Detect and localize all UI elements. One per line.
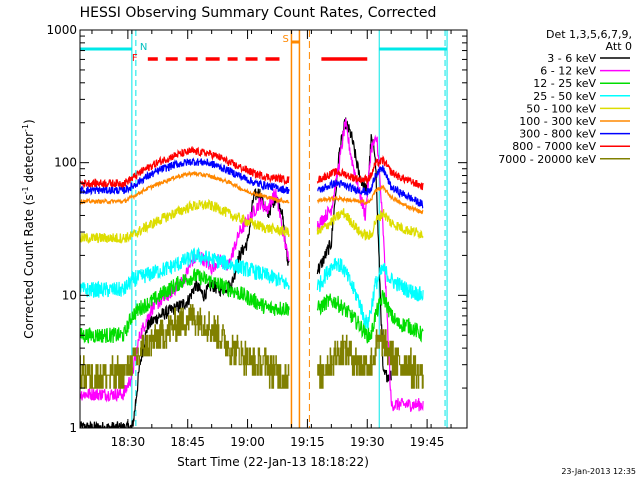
series-line	[317, 329, 424, 389]
x-tick-label: 18:30	[111, 435, 146, 449]
x-tick-label: 19:30	[350, 435, 385, 449]
y-tick-label: 100	[54, 156, 77, 170]
series-line	[80, 304, 290, 389]
series-line	[316, 184, 424, 215]
plot-frame	[79, 29, 468, 429]
x-tick-label: 18:45	[170, 435, 205, 449]
y-axis-label-exp1: -1	[21, 186, 30, 194]
series-line	[316, 289, 424, 344]
series-line	[80, 267, 290, 344]
saa-marker-label: S	[282, 34, 288, 45]
series-line	[80, 170, 290, 206]
series-line	[316, 154, 424, 191]
series-line	[80, 145, 290, 189]
y-axis-label-exp2: -1	[21, 124, 30, 132]
series-line	[80, 157, 290, 196]
legend-entry-label: 800 - 7000 keV	[512, 140, 596, 153]
night-marker-label: N	[140, 42, 147, 53]
series-line	[80, 246, 290, 298]
legend-entry-label: 100 - 300 keV	[519, 115, 596, 128]
y-axis-label: Corrected Count Rate (s-1 detector-1)	[21, 119, 36, 338]
series-line	[316, 208, 424, 241]
y-axis-label-main: Corrected Count Rate (s	[22, 194, 36, 338]
series-line	[317, 165, 424, 209]
y-tick-label: 1000	[46, 23, 77, 37]
x-axis-label: Start Time (22-Jan-13 18:18:22)	[177, 455, 369, 469]
x-tick-label: 19:15	[290, 435, 325, 449]
series-line	[80, 198, 290, 244]
series-line	[80, 188, 290, 428]
legend-entry-label: 6 - 12 keV	[540, 65, 596, 78]
x-tick-label: 19:45	[410, 435, 445, 449]
y-tick-label: 1	[69, 421, 77, 435]
axes-layer: 1 10 100 1000 18:30 18:45 19:00 19:15 19:30 19:45	[46, 23, 467, 449]
series-line	[316, 117, 392, 383]
y-axis-label-end: )	[22, 119, 36, 124]
y-tick-label: 10	[62, 288, 77, 302]
series-layer	[80, 117, 424, 428]
legend-entry-label: 12 - 25 keV	[533, 77, 596, 90]
x-tick-label: 19:00	[230, 435, 265, 449]
legend-entry-label: 7000 - 20000 keV	[498, 153, 596, 166]
timestamp: 23-Jan-2013 12:35	[561, 467, 636, 476]
legend-entry-label: 25 - 50 keV	[533, 90, 596, 103]
legend-entry-label: 300 - 800 keV	[519, 128, 596, 141]
y-axis-label-mid: detector	[22, 132, 36, 187]
legend-entry-label: 50 - 100 keV	[526, 102, 596, 115]
flare-marker-label: F	[132, 53, 138, 64]
legend-subtitle: Att 0	[606, 40, 632, 53]
chart-title: HESSI Observing Summary Count Rates, Cor…	[80, 5, 437, 21]
annotation-top-layer: NF S	[80, 30, 448, 428]
legend-title: Det 1,3,5,6,7,9,	[546, 28, 632, 41]
legend-entry-label: 3 - 6 keV	[547, 52, 596, 65]
series-line	[316, 257, 424, 330]
